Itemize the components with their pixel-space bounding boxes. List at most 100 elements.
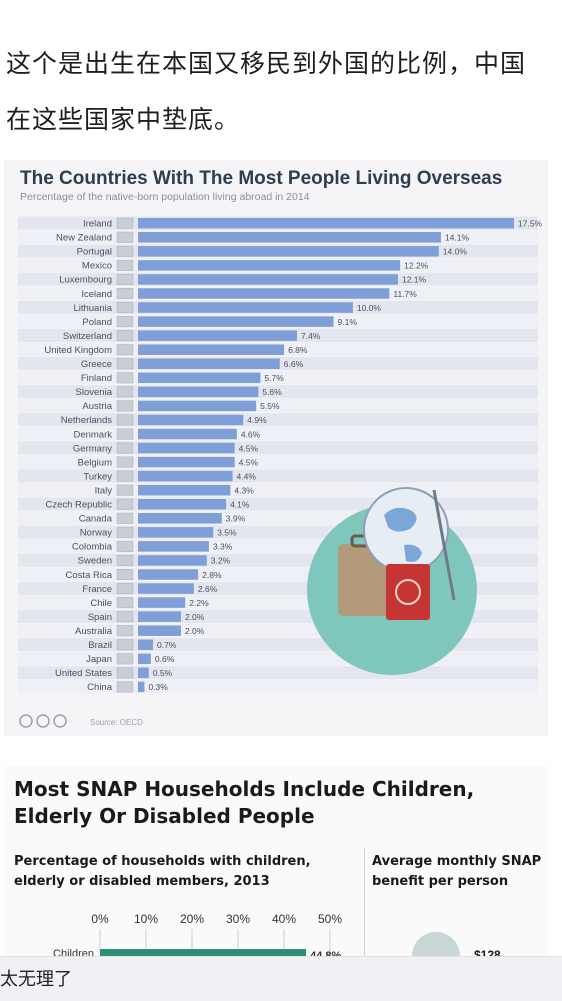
category-label: Sweden (78, 556, 112, 567)
tick-label: 20% (180, 912, 204, 926)
value-label: 6.6% (284, 359, 304, 369)
panel-right-title: Average monthly SNAP benefit per person (372, 854, 542, 889)
value-label: 0.7% (157, 640, 177, 650)
flag-icon (116, 372, 134, 384)
category-label: Ireland (83, 219, 112, 230)
flag-icon (116, 667, 134, 679)
value-label: 14.0% (443, 247, 468, 257)
category-label: Iceland (81, 289, 112, 300)
flag-icon (116, 526, 134, 538)
bar (138, 288, 390, 299)
bar (138, 625, 181, 636)
value-label: 2.2% (189, 598, 209, 608)
license-icons (19, 714, 67, 728)
flag-icon (116, 498, 134, 510)
value-label: 12.1% (402, 275, 427, 285)
value-label: 3.5% (217, 528, 237, 538)
bar (138, 653, 151, 665)
category-label: New Zealand (56, 233, 112, 244)
panel-left-title: Percentage of households with children, … (14, 854, 311, 889)
bar (138, 569, 199, 580)
flag-icon (116, 639, 134, 651)
category-label: Greece (81, 359, 112, 370)
category-label: France (82, 584, 112, 595)
flag-icon (116, 611, 134, 623)
value-label: 17.5% (518, 219, 543, 229)
category-label: Children (53, 948, 94, 956)
bar (138, 330, 297, 341)
bar (138, 274, 398, 285)
benefit-value: $128 (474, 948, 501, 956)
reply-bar: 太无理了 (0, 956, 562, 1001)
category-label: Germany (73, 443, 112, 454)
flag-icon (116, 512, 134, 524)
category-label: United Kingdom (44, 345, 112, 356)
bar (138, 456, 235, 468)
value-label: 4.4% (237, 471, 257, 481)
bar (138, 302, 353, 313)
panel-divider (364, 848, 365, 956)
tick-label: 50% (318, 912, 342, 926)
bar (138, 597, 186, 608)
flag-icon (116, 358, 134, 370)
category-label: Australia (75, 626, 113, 637)
category-label: Canada (79, 514, 113, 525)
value-label: 4.1% (230, 500, 250, 510)
category-label: Brazil (88, 640, 112, 651)
globe-stand (432, 489, 456, 601)
flag-icon (116, 231, 134, 243)
value-label: 14.1% (445, 233, 470, 243)
bar (138, 639, 154, 650)
value-label: 0.3% (148, 682, 168, 692)
chart-source: Source: OECD (90, 718, 143, 727)
flag-icon (116, 442, 134, 454)
flag-icon (116, 569, 134, 580)
category-label: Switzerland (63, 331, 112, 342)
bar (138, 372, 261, 384)
bar (138, 527, 214, 538)
category-label: United States (55, 668, 112, 679)
category-label: Spain (88, 612, 112, 623)
flag-icon (116, 597, 134, 609)
flag-icon (116, 302, 134, 314)
bar (138, 316, 334, 327)
category-label: Austria (82, 401, 112, 412)
bar (138, 611, 181, 622)
category-label: Portugal (77, 247, 112, 258)
category-label: Norway (80, 528, 112, 539)
value-label: 2.6% (198, 584, 218, 594)
value-label: 5.6% (262, 387, 282, 397)
globe-continents (384, 507, 422, 562)
passport-emblem (395, 579, 421, 605)
category-label: Luxembourg (59, 275, 112, 286)
bar (138, 513, 222, 524)
flag-icon (116, 554, 134, 566)
bar (138, 442, 235, 454)
chart-title: The Countries With The Most People Livin… (20, 168, 503, 189)
bar (138, 414, 244, 426)
bar (138, 499, 227, 510)
bar (138, 484, 231, 496)
flag-icon (116, 259, 134, 271)
flag-icon (116, 344, 134, 356)
tick-label: 30% (226, 912, 250, 926)
value-label: 4.5% (239, 457, 259, 467)
bar (138, 400, 257, 412)
travel-globe-illustration (307, 487, 477, 675)
flag-icon (116, 245, 134, 257)
chart-subtitle: Percentage of the native-born population… (20, 191, 310, 203)
reply-text: 太无理了 (0, 969, 72, 990)
bar (138, 246, 439, 257)
by-icon (36, 714, 50, 728)
bar (138, 386, 259, 398)
value-label: 9.1% (338, 317, 358, 327)
bar (138, 583, 194, 594)
bar (138, 541, 209, 552)
value-label: 3.2% (211, 556, 231, 566)
overseas-chart-image: The Countries With The Most People Livin… (4, 160, 548, 736)
value-label: 2.8% (202, 570, 222, 580)
value-label: 4.3% (234, 485, 254, 495)
flag-icon (116, 625, 134, 637)
value-label: 44.8% (310, 950, 341, 956)
flag-icon (116, 540, 134, 552)
